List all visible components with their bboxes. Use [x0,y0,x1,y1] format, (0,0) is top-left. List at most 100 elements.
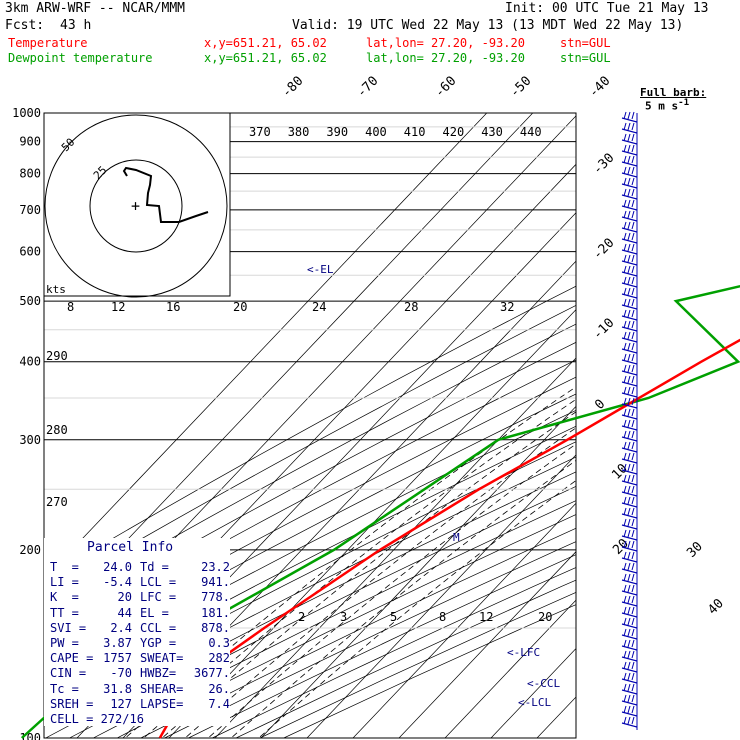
barb-flag [623,463,627,472]
barb-flag [627,584,631,593]
dry-adiabat [44,285,576,580]
isotherm [44,113,534,628]
barb-flag [623,496,627,505]
barb-flag [631,210,635,219]
dry-adiabat [44,409,576,686]
barb-flag [627,287,631,296]
isotherm [444,599,576,738]
mixing-ratio-label: 20 [233,300,247,314]
barb-flag [631,188,635,197]
barb-flag [623,529,627,538]
wind-barb [621,628,638,640]
hodograph-units: kts [46,283,66,296]
wind-barb [621,430,638,442]
isotherm [675,113,740,738]
isotherm [629,113,740,738]
parcel-value: 1757 [103,651,132,666]
barb-flag [627,331,631,340]
dewpoint-profile [20,284,740,739]
mixing-ratio-label: 3 [340,610,347,624]
barb-flag [627,232,631,241]
wind-barb [621,166,638,178]
barb-flag [631,562,635,571]
barb-flag [631,507,635,516]
wind-barb [621,661,638,673]
barb-flag [631,716,635,725]
barb-flag [627,166,631,175]
barb-flag [627,474,631,483]
barb-flag [623,485,627,494]
parcel-key: EL = [140,605,169,620]
dry-adiabat-label: 280 [46,423,68,437]
wind-barb [621,694,638,706]
barb-flag [631,364,635,373]
parcel-value: 0.3 [208,635,230,650]
mixing-ratio-label: 2 [298,610,305,624]
barb-flag [623,133,627,142]
barb-flag [623,199,627,208]
wind-barb [621,133,638,145]
hodograph-frame [43,112,231,297]
barb-flag [623,584,627,593]
barb-flag [631,133,635,142]
wind-barb [621,496,638,508]
parcel-value: -70 [110,666,132,681]
barb-flag [631,320,635,329]
barb-flag [627,617,631,626]
parcel-key: CCL = [140,620,177,635]
barb-flag [631,650,635,659]
barb-flag [623,430,627,439]
barb-flag [631,155,635,164]
dry-adiabat [44,376,576,658]
barb-flag [631,265,635,274]
barb-flag [627,111,631,120]
dry-adiabat [164,541,576,738]
barb-flag [623,243,627,252]
parcel-value: 20 [117,590,132,605]
barb-flag [627,694,631,703]
barb-flag [631,408,635,417]
barb-flag [627,551,631,560]
isotherm [168,309,576,738]
pressure-label: 500 [19,294,41,308]
mixing-ratio-label: 32 [500,300,514,314]
pressure-label: 100 [19,731,41,740]
barb-flag [627,441,631,450]
dry-adiabat [212,567,576,738]
parcel-value: 941. [201,575,230,590]
theta-label: 390 [326,125,348,139]
barb-flag [623,694,627,703]
isotherm-label: -60 [432,74,459,101]
barb-flag [623,397,627,406]
pressure-label: 800 [19,167,41,181]
forecast-hours: 43 h [60,18,92,33]
isotherm-label: 30 [684,539,706,561]
isotherm-label: -40 [586,74,613,101]
dry-adiabat [45,471,576,738]
barb-flag [631,243,635,252]
moist-adiabat [143,398,576,738]
isotherm [536,696,576,738]
legend-dewpoint-name: Dewpoint temperature [8,51,153,65]
isotherm [44,113,488,580]
barb-flag [623,375,627,384]
barb-flag [627,122,631,131]
pressure-label: 300 [19,433,41,447]
mixing-ratio-label: 16 [166,300,180,314]
wind-barb [621,441,638,453]
model-title: 3km ARW-WRF -- NCAR/MMM [5,1,186,16]
barb-flag [631,452,635,461]
barb-flag [627,650,631,659]
barb-flag [631,353,635,362]
isotherm [352,502,576,738]
barb-flag [623,683,627,692]
barb-flag [623,111,627,120]
barb-flag [631,639,635,648]
parcel-key: YGP = [140,635,177,650]
barb-flag [627,606,631,615]
barb-flag [631,628,635,637]
theta-label: 430 [481,125,503,139]
barb-flag [623,474,627,483]
barb-flag [631,375,635,384]
